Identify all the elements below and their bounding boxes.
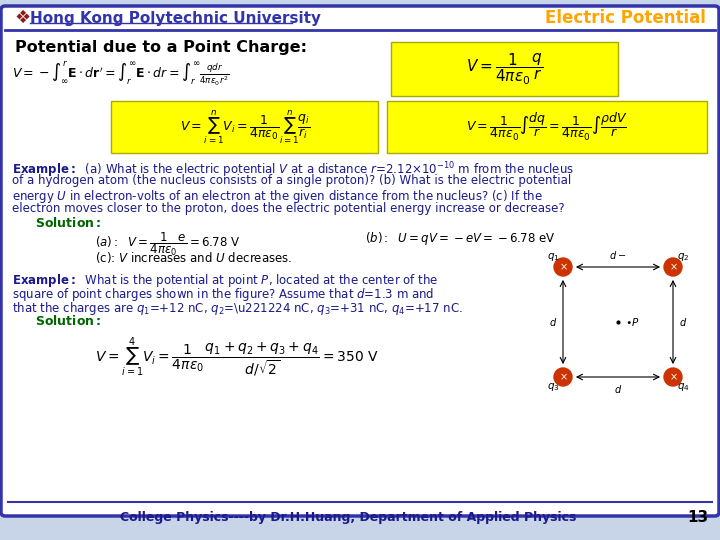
- Text: (c): $V$ increases and $U$ decreases.: (c): $V$ increases and $U$ decreases.: [95, 250, 292, 265]
- Text: that the charges are $q_1$=+12 nC, $q_2$=\u221224 nC, $q_3$=+31 nC, $q_4$=+17 nC: that the charges are $q_1$=+12 nC, $q_2$…: [12, 300, 463, 317]
- Text: $V = \sum_{i=1}^{n}V_i = \dfrac{1}{4\pi\varepsilon_0}\sum_{i=1}^{n}\dfrac{q_i}{r: $V = \sum_{i=1}^{n}V_i = \dfrac{1}{4\pi\…: [180, 108, 310, 146]
- Circle shape: [554, 258, 572, 276]
- Text: $q_4$: $q_4$: [677, 381, 689, 393]
- Text: 13: 13: [688, 510, 708, 524]
- Text: $V = \dfrac{1}{4\pi\varepsilon_0}\int\dfrac{dq}{r} = \dfrac{1}{4\pi\varepsilon_0: $V = \dfrac{1}{4\pi\varepsilon_0}\int\df…: [466, 111, 628, 143]
- Text: energy $U$ in electron-volts of an electron at the given distance from the nucle: energy $U$ in electron-volts of an elect…: [12, 188, 543, 205]
- Text: $(b):\ \ U = qV = -eV = -6.78\ \mathrm{eV}$: $(b):\ \ U = qV = -eV = -6.78\ \mathrm{e…: [365, 230, 556, 247]
- Text: Potential due to a Point Charge:: Potential due to a Point Charge:: [15, 40, 307, 55]
- Text: $\mathbf{Example:}$  What is the potential at point $P$, located at the center o: $\mathbf{Example:}$ What is the potentia…: [12, 272, 438, 289]
- Text: electron moves closer to the proton, does the electric potential energy increase: electron moves closer to the proton, doe…: [12, 202, 564, 215]
- Text: $\times$: $\times$: [559, 372, 567, 382]
- Text: $\times$: $\times$: [669, 372, 678, 382]
- Text: $\mathbf{Solution:}$: $\mathbf{Solution:}$: [35, 314, 102, 328]
- Circle shape: [664, 258, 682, 276]
- Text: $d-$: $d-$: [609, 249, 626, 261]
- Text: $V = \sum_{i=1}^{4}V_i = \dfrac{1}{4\pi\varepsilon_0}\dfrac{q_1+q_2+q_3+q_4}{d/\: $V = \sum_{i=1}^{4}V_i = \dfrac{1}{4\pi\…: [95, 335, 379, 379]
- FancyBboxPatch shape: [387, 101, 707, 153]
- FancyBboxPatch shape: [1, 6, 719, 516]
- Text: $V = \dfrac{1}{4\pi\varepsilon_0}\dfrac{q}{r}$: $V = \dfrac{1}{4\pi\varepsilon_0}\dfrac{…: [467, 51, 544, 87]
- Circle shape: [664, 368, 682, 386]
- Text: Electric Potential: Electric Potential: [545, 9, 706, 27]
- Text: $\bullet P$: $\bullet P$: [625, 316, 640, 328]
- FancyBboxPatch shape: [391, 42, 618, 96]
- Text: of a hydrogen atom (the nucleus consists of a single proton)? (b) What is the el: of a hydrogen atom (the nucleus consists…: [12, 174, 571, 187]
- Text: $q_1$: $q_1$: [546, 251, 559, 263]
- Text: square of point charges shown in the figure? Assume that $d$=1.3 m and: square of point charges shown in the fig…: [12, 286, 434, 303]
- Text: ❖: ❖: [14, 9, 30, 27]
- Text: $q_3$: $q_3$: [546, 381, 559, 393]
- Text: $q_2$: $q_2$: [677, 251, 689, 263]
- Text: $\mathbf{Solution:}$: $\mathbf{Solution:}$: [35, 216, 102, 230]
- Text: $(a):\ \ V = \dfrac{1}{4\pi\varepsilon_0}\dfrac{e}{\ \ }= 6.78\ \mathrm{V}$: $(a):\ \ V = \dfrac{1}{4\pi\varepsilon_0…: [95, 230, 240, 258]
- Text: $d$: $d$: [679, 316, 687, 328]
- Text: $d$: $d$: [549, 316, 557, 328]
- Text: Hong Kong Polytechnic University: Hong Kong Polytechnic University: [30, 10, 321, 25]
- Text: $d$: $d$: [614, 383, 622, 395]
- Text: $\times$: $\times$: [669, 262, 678, 272]
- Text: College Physics----by Dr.H.Huang, Department of Applied Physics: College Physics----by Dr.H.Huang, Depart…: [120, 510, 576, 523]
- Text: $\times$: $\times$: [559, 262, 567, 272]
- Circle shape: [554, 368, 572, 386]
- FancyBboxPatch shape: [111, 101, 378, 153]
- Text: $V = -\int_{\infty}^{r}\mathbf{E}\cdot d\mathbf{r}^{\prime}=\int_{r}^{\infty}\ma: $V = -\int_{\infty}^{r}\mathbf{E}\cdot d…: [12, 60, 230, 89]
- Text: $\mathbf{Example:}$  (a) What is the electric potential $V$ at a distance $r$=2.: $\mathbf{Example:}$ (a) What is the elec…: [12, 160, 574, 180]
